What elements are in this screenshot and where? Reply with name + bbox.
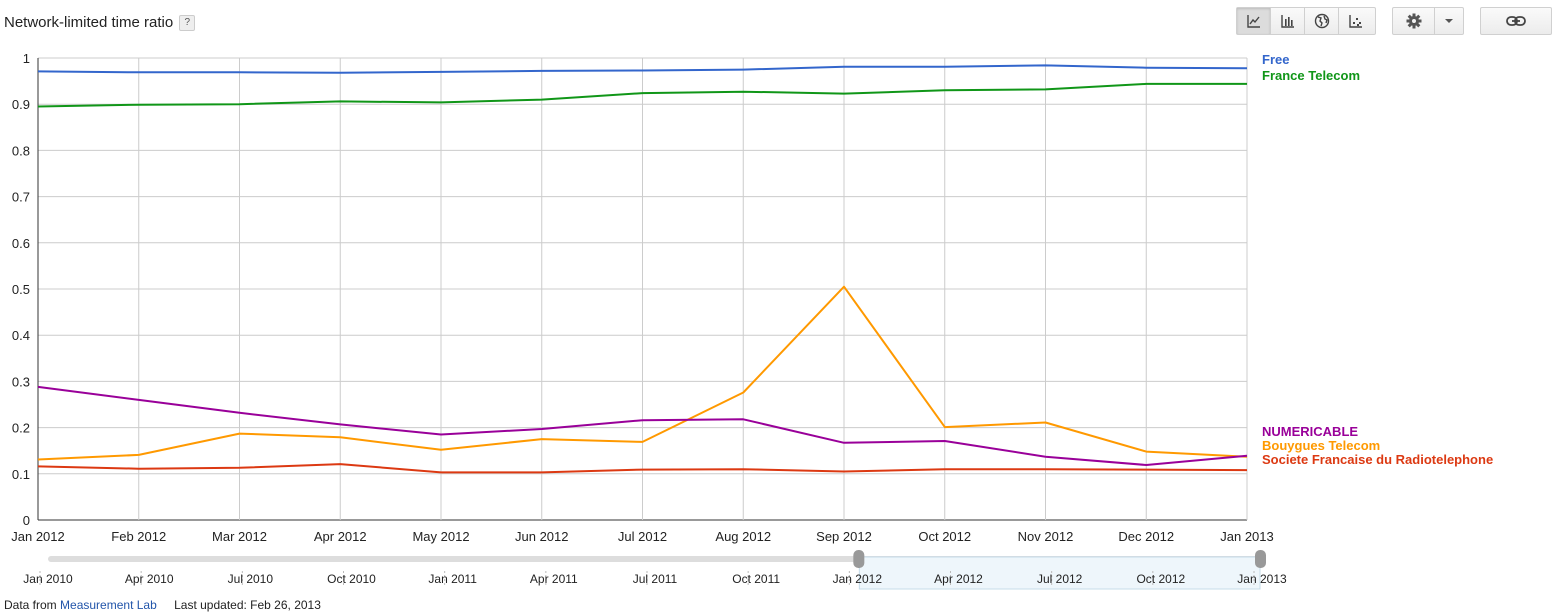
gear-icon [1406, 13, 1421, 29]
settings-menu-button[interactable] [1392, 7, 1464, 35]
series-line-bouygues-telecom [37, 285, 1248, 461]
footer: Data from Measurement Lab Last updated: … [4, 598, 321, 612]
measurement-lab-link[interactable]: Measurement Lab [60, 598, 157, 612]
bar-chart-view-button[interactable] [1271, 8, 1305, 34]
x-tick-label: Mar 2012 [212, 529, 267, 544]
view-switcher [1236, 7, 1376, 35]
caret-down-icon [1445, 19, 1453, 23]
scatter-chart-icon [1349, 15, 1362, 28]
chart-title-text: Network-limited time ratio [4, 14, 174, 31]
series-line-numericable [37, 385, 1248, 466]
timeline-label: Apr 2012 [934, 572, 983, 586]
timeline-label: Oct 2010 [327, 572, 376, 586]
timeline-label: Jan 2011 [428, 572, 477, 586]
timeline-label: Jul 2012 [1037, 572, 1083, 586]
x-tick-label: Oct 2012 [918, 529, 971, 544]
chart-title: Network-limited time ratio? [4, 14, 196, 31]
x-tick-label: Feb 2012 [111, 529, 166, 544]
link-icon [1506, 16, 1526, 26]
link-button[interactable] [1480, 7, 1552, 35]
y-tick-label: 0.6 [12, 236, 30, 251]
y-tick-label: 0.8 [12, 143, 30, 158]
legend-item: Free [1262, 52, 1289, 67]
timeline-label: Oct 2011 [732, 572, 780, 586]
series-line-societe-francaise-du-radiotelephone [37, 463, 1248, 474]
series-line-france-telecom [37, 82, 1247, 108]
y-tick-label: 0.5 [12, 282, 30, 297]
legend-item: NUMERICABLE [1262, 424, 1358, 439]
y-tick-label: 0.4 [12, 328, 30, 343]
y-tick-label: 1 [23, 51, 30, 66]
x-tick-label: Apr 2012 [314, 529, 367, 544]
x-tick-label: Dec 2012 [1118, 529, 1174, 544]
x-tick-label: Sep 2012 [816, 529, 872, 544]
y-axis: 0 0.1 0.2 0.3 0.4 0.5 0.6 0.7 0.8 0.9 1 [12, 51, 30, 528]
y-tick-label: 0.3 [12, 374, 30, 389]
chart-grid [37, 57, 1248, 521]
link-button-inner[interactable] [1481, 8, 1551, 34]
bar-chart-icon [1280, 15, 1294, 28]
timeline-start-handle[interactable] [853, 550, 865, 568]
line-chart-view-button[interactable] [1237, 8, 1271, 34]
timeline-label: Jan 2012 [833, 572, 883, 586]
x-tick-label: May 2012 [412, 529, 469, 544]
timeline-selection [858, 556, 1261, 590]
map-view-button[interactable] [1305, 8, 1339, 34]
y-tick-label: 0.9 [12, 97, 30, 112]
timeline-label: Apr 2011 [530, 572, 578, 586]
x-tick-label: Jun 2012 [515, 529, 569, 544]
x-tick-label: Jan 2012 [11, 529, 65, 544]
scatter-view-button[interactable] [1339, 8, 1373, 34]
y-tick-label: 0.7 [12, 190, 30, 205]
timeline-slider: Jan 2010 Apr 2010 Jul 2010 Oct 2010 Jan 2011… [23, 550, 1287, 590]
legend-item: Bouygues Telecom [1262, 438, 1380, 453]
settings-button[interactable] [1393, 8, 1435, 34]
series-line-free [37, 64, 1248, 74]
timeline-label: Jan 2013 [1237, 572, 1287, 586]
x-axis: Jan 2012 Feb 2012 Mar 2012 Apr 2012 May 2012… [11, 529, 1274, 544]
chart-series [37, 64, 1248, 474]
x-tick-label: Nov 2012 [1018, 529, 1074, 544]
help-icon[interactable]: ? [179, 15, 196, 31]
y-tick-label: 0 [23, 513, 30, 528]
timeline-label: Jul 2011 [633, 572, 678, 586]
data-from-label: Data from [4, 598, 57, 612]
globe-map-icon [1314, 13, 1329, 29]
timeline-label: Jan 2010 [23, 572, 73, 586]
timeline-label: Apr 2010 [125, 572, 174, 586]
last-updated: Last updated: Feb 26, 2013 [174, 598, 321, 612]
x-tick-label: Aug 2012 [715, 529, 771, 544]
timeline-end-handle[interactable] [1255, 550, 1266, 568]
y-tick-label: 0.2 [12, 421, 30, 436]
x-tick-label: Jan 2013 [1220, 529, 1274, 544]
legend-item: France Telecom [1262, 68, 1360, 83]
line-chart-icon [1246, 15, 1260, 28]
timeline-label: Jul 2010 [228, 572, 274, 586]
legend-item: Societe Francaise du Radiotelephone [1262, 452, 1493, 467]
y-tick-label: 0.1 [12, 467, 30, 482]
settings-dropdown[interactable] [1435, 8, 1463, 34]
timeline-label: Oct 2012 [1136, 572, 1185, 586]
x-tick-label: Jul 2012 [618, 529, 667, 544]
